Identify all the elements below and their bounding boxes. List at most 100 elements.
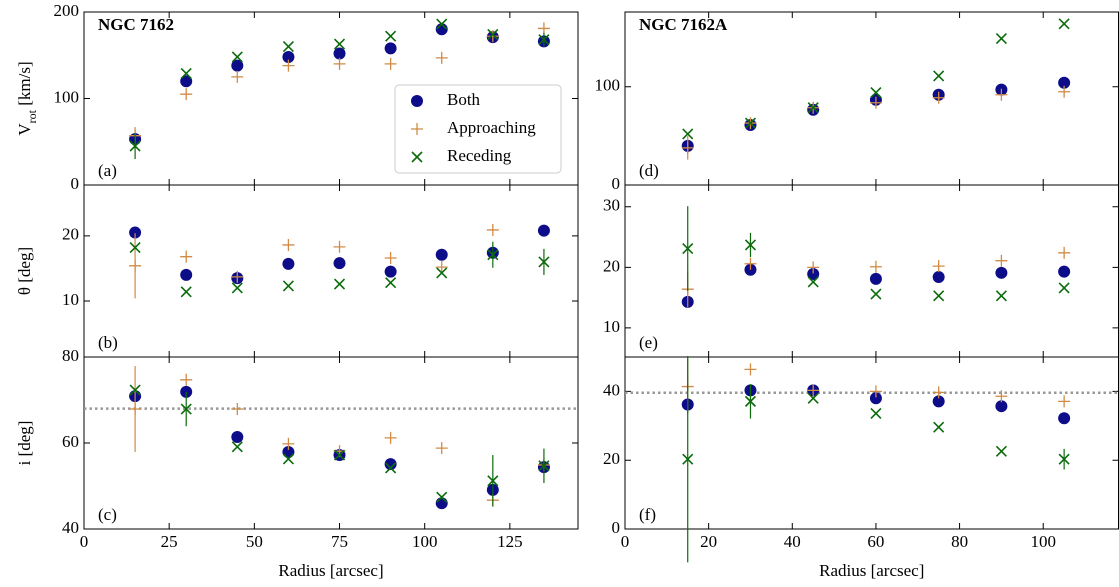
marker-both [435,497,448,510]
y-axis-label: Vrot [km/s] [15,61,39,135]
marker-receding [487,475,499,487]
legend-marker [411,123,423,135]
y-axis-label: i [deg] [15,421,34,466]
marker-both [180,268,193,281]
marker-receding [282,280,294,292]
marker-receding [180,403,192,415]
marker-both [231,430,244,443]
marker-receding [807,276,819,288]
y-tick-label: 40 [62,518,79,537]
marker-receding [538,256,550,268]
y-tick-label: 30 [603,196,620,215]
y-tick-label: 20 [603,449,620,468]
marker-receding [933,421,945,433]
marker-receding [682,243,694,255]
marker-receding [436,491,448,503]
marker-approaching [744,363,757,376]
marker-receding [870,288,882,300]
marker-both [384,42,397,55]
marker-receding [995,32,1007,45]
marker-approaching [932,91,945,104]
marker-receding [282,453,294,465]
marker-approaching [231,403,244,416]
marker-approaching [537,22,550,35]
marker-both [869,272,882,285]
y-tick-label: 40 [603,380,620,399]
marker-receding [333,278,346,290]
y-tick-label: 0 [612,174,621,193]
y-tick-label: 200 [54,1,80,20]
y-axis-label-part: V [15,123,34,136]
marker-approaching [1058,246,1071,259]
marker-approaching [486,30,499,43]
marker-receding [282,41,294,53]
marker-receding [487,249,499,261]
x-tick-label: 100 [412,532,438,551]
plot-frame [624,184,1119,358]
marker-approaching [435,51,448,64]
x-axis-label: Radius [arcsec] [278,561,383,580]
marker-receding [436,267,448,279]
y-tick-label: 100 [54,87,80,106]
marker-receding [995,445,1007,457]
marker-approaching [486,223,499,236]
marker-approaching [435,442,448,455]
marker-receding [807,392,819,404]
marker-both [995,400,1008,413]
marker-both [282,50,295,63]
panel-title: NGC 7162A [639,15,728,34]
y-axis-label: θ [deg] [15,247,34,295]
legend-label: Receding [447,146,512,165]
marker-receding [870,87,882,99]
marker-receding [436,18,448,30]
marker-receding [180,286,192,298]
marker-receding [333,38,346,50]
x-tick-label: 0 [621,532,630,551]
marker-receding [129,384,141,396]
marker-approaching [282,437,295,450]
marker-receding [129,140,141,152]
y-tick-label: 10 [62,290,79,309]
marker-receding [744,239,757,251]
marker-receding [385,30,397,42]
plot-frame [83,356,579,530]
marker-receding [682,128,694,140]
marker-approaching [435,261,448,274]
marker-both [537,224,550,237]
marker-receding [807,102,819,114]
marker-both [744,263,757,276]
marker-approaching [932,386,945,399]
marker-approaching [807,384,820,397]
marker-both [180,75,193,88]
y-tick-label: 20 [62,225,79,244]
legend-marker [411,95,423,107]
y-tick-label: 60 [62,432,79,451]
marker-both [1058,265,1071,278]
marker-approaching [869,96,882,109]
x-tick-label: 60 [867,532,884,551]
marker-approaching [744,257,757,270]
marker-approaching [180,88,193,101]
x-tick-label: 40 [784,532,801,551]
x-tick-label: 20 [700,532,717,551]
y-tick-label: 80 [62,346,79,365]
marker-approaching [333,57,346,70]
marker-both [932,395,945,408]
panel-label: (e) [639,333,658,352]
marker-both [807,268,820,281]
marker-approaching [282,59,295,72]
marker-receding [870,407,882,419]
marker-receding [487,28,499,41]
marker-approaching [681,141,694,154]
marker-approaching [180,250,193,263]
marker-approaching [180,373,193,386]
marker-approaching [932,260,945,273]
marker-receding [385,462,397,474]
y-tick-label: 0 [71,174,80,193]
marker-approaching [384,57,397,70]
marker-receding [682,453,694,465]
marker-both [932,271,945,284]
marker-approaching [1058,395,1071,408]
y-axis-label-part: rot [25,109,39,123]
